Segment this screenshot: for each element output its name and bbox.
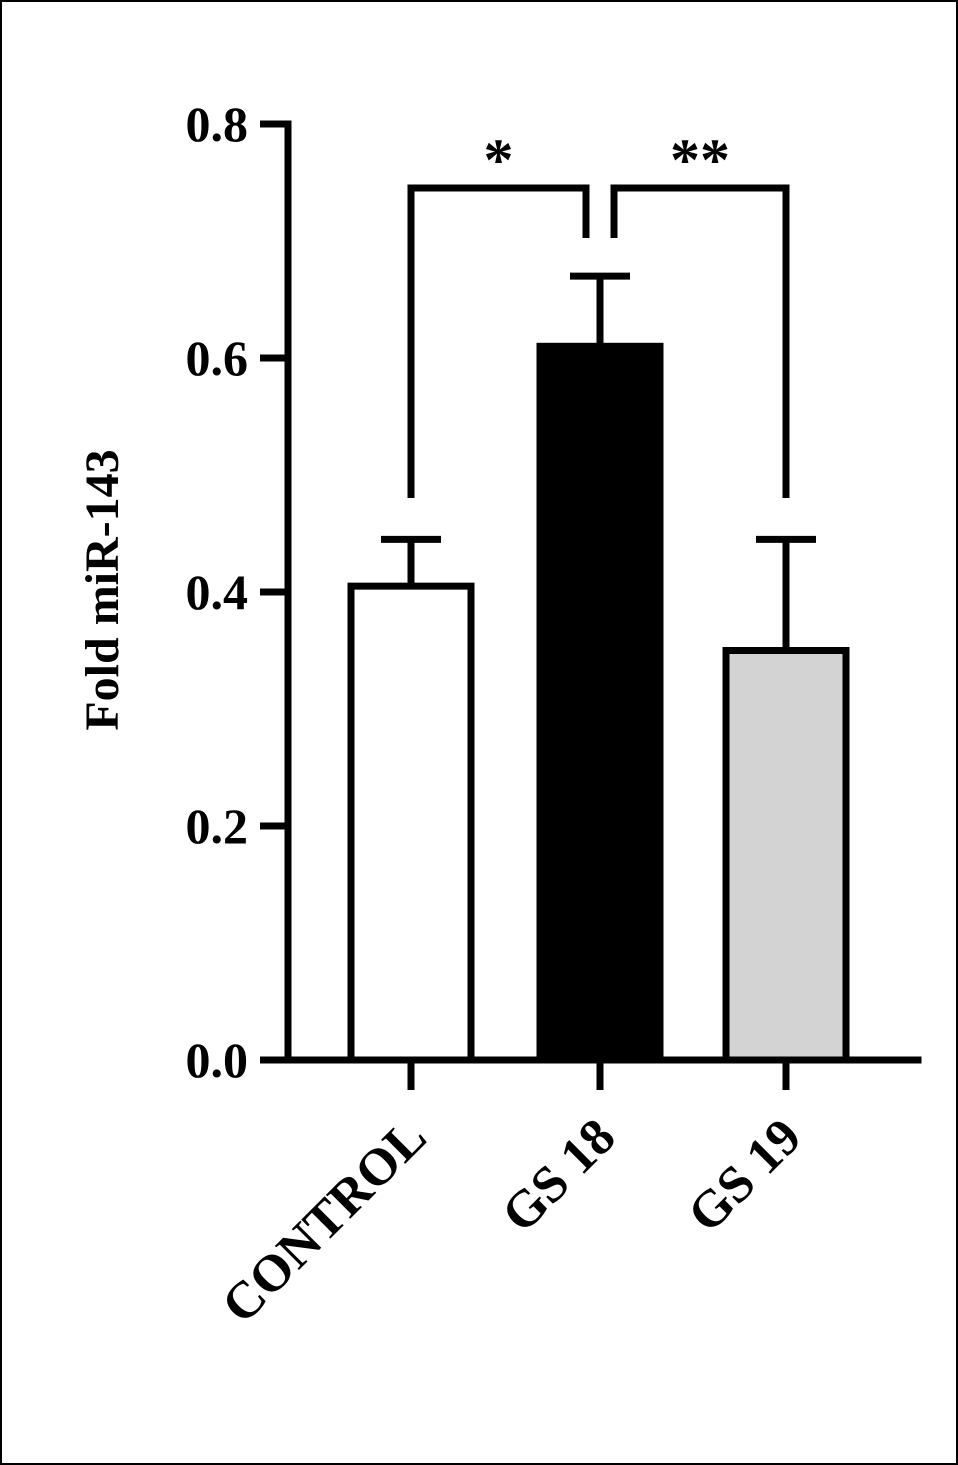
y-tick-label: 0.8 — [186, 96, 249, 152]
x-tick-label: GS 18 — [491, 1108, 626, 1243]
y-axis: 0.0 0.2 0.4 0.6 0.8 — [186, 96, 292, 1088]
y-axis-label: Fold miR-143 — [76, 449, 129, 730]
bars — [347, 342, 850, 1064]
bar-control — [347, 582, 475, 1064]
y-tick-label: 0.0 — [186, 1032, 249, 1088]
x-tick-label: CONTROL — [211, 1108, 437, 1334]
bar-gs-18 — [536, 342, 664, 1064]
significance-bracket — [407, 184, 590, 498]
bar-gs-19 — [722, 647, 850, 1064]
significance-brackets: * ** — [407, 127, 790, 498]
significance-label: * — [484, 127, 514, 193]
y-tick-label: 0.6 — [186, 330, 249, 386]
x-tick-label: GS 19 — [677, 1108, 812, 1243]
error-bars — [381, 272, 816, 651]
x-axis: CONTROL GS 18 GS 19 — [211, 1056, 922, 1334]
significance-label: ** — [670, 127, 730, 193]
y-tick-label: 0.2 — [186, 798, 249, 854]
significance-bracket — [610, 184, 790, 498]
y-tick-label: 0.4 — [186, 564, 249, 620]
